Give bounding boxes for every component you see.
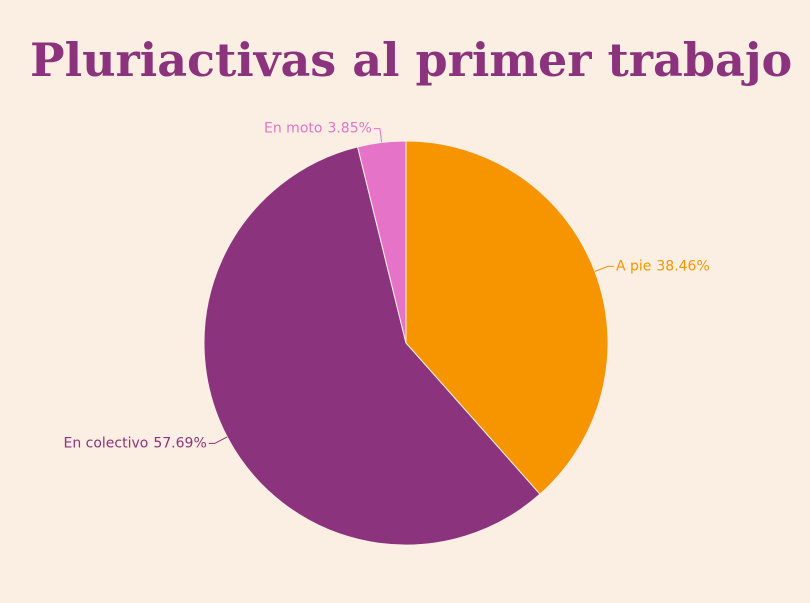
slice-label: En moto 3.85% [264, 121, 372, 137]
slice-label: A pie 38.46% [616, 258, 710, 274]
leader-line [208, 436, 228, 444]
leader-line [594, 265, 614, 272]
label-category: En colectivo [63, 435, 148, 451]
leader-line [373, 128, 383, 143]
pie-slice [405, 140, 609, 495]
label-category: A pie [616, 258, 651, 274]
chart-title: Pluriactivas al primer trabajo [30, 33, 792, 87]
slice-label: En colectivo 57.69% [63, 435, 206, 451]
pie-slice [357, 140, 407, 344]
label-value: 3.85% [327, 121, 371, 137]
label-value: 38.46% [656, 258, 709, 274]
label-category: En moto [264, 121, 322, 137]
label-value: 57.69% [153, 435, 206, 451]
